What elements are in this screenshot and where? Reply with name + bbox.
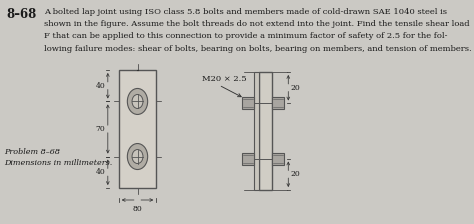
Circle shape [132, 95, 143, 108]
Text: shown in the figure. Assume the bolt threads do not extend into the joint. Find : shown in the figure. Assume the bolt thr… [44, 20, 469, 28]
Circle shape [128, 144, 148, 170]
Text: 70: 70 [96, 125, 106, 133]
Text: 80: 80 [133, 205, 142, 213]
Text: Dimensions in millimeters.: Dimensions in millimeters. [4, 159, 112, 167]
Bar [119, 70, 156, 188]
Bar [254, 72, 259, 190]
Text: 20: 20 [291, 84, 301, 92]
FancyBboxPatch shape [242, 153, 254, 165]
Bar [259, 72, 272, 190]
Text: lowing failure modes: shear of bolts, bearing on bolts, bearing on members, and : lowing failure modes: shear of bolts, be… [44, 45, 471, 53]
Text: 40: 40 [96, 168, 106, 176]
Circle shape [132, 150, 143, 164]
Text: A bolted lap joint using ISO class 5.8 bolts and members made of cold-drawn SAE : A bolted lap joint using ISO class 5.8 b… [44, 8, 447, 16]
Text: M20 × 2.5: M20 × 2.5 [201, 75, 246, 83]
FancyBboxPatch shape [242, 97, 254, 110]
Text: 40: 40 [96, 82, 106, 90]
Text: 20: 20 [291, 170, 301, 178]
Circle shape [128, 88, 148, 114]
FancyBboxPatch shape [272, 97, 283, 110]
Text: 8–68: 8–68 [6, 8, 36, 21]
FancyBboxPatch shape [272, 153, 283, 165]
Text: Problem 8–68: Problem 8–68 [4, 148, 60, 156]
Text: F that can be applied to this connection to provide a minimum factor of safety o: F that can be applied to this connection… [44, 32, 447, 40]
